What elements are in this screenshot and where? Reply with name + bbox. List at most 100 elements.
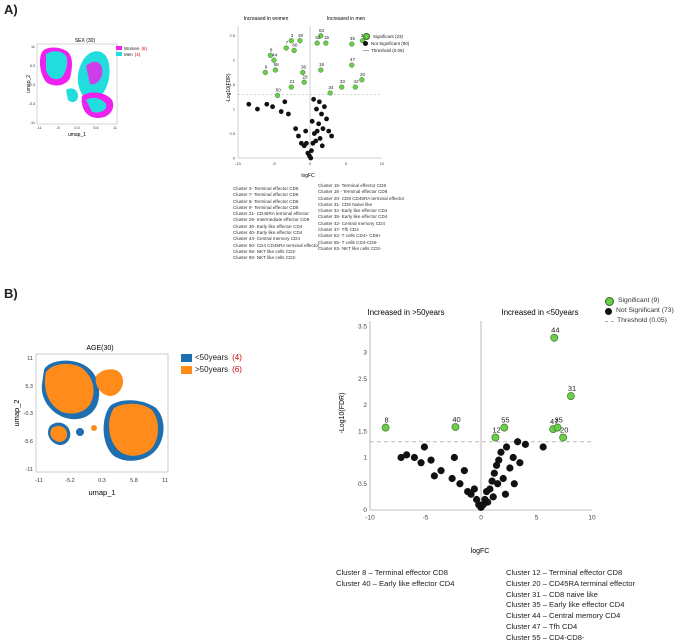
volcano-a-point-label-35: 35 <box>350 36 356 41</box>
umap-b-ytick-2: 5.3 <box>25 384 33 390</box>
volcano-b-point-ns-29 <box>506 464 514 472</box>
volcano-b-header-left: Increased in >50years <box>368 308 445 317</box>
volcano-a-point-sig-33 <box>339 84 345 90</box>
volcano-a-legend-sig: Significant (23) <box>363 33 409 40</box>
volcano-a-point-ns-0 <box>246 101 252 107</box>
umap-b-xtick-4: 5.8 <box>130 478 138 484</box>
cluster-b-right-5: Cluster 47 – Tfh CD4 <box>506 621 578 631</box>
volcano-b-point-label-12: 12 <box>492 425 500 434</box>
panel-b-label: B) <box>4 286 18 301</box>
volcano-a-point-label-33: 33 <box>340 79 346 84</box>
cluster-a-right-6: Cluster 42- Central memory CD4 <box>318 220 385 226</box>
volcano-a-legend: Significant (23) Not Significant (90) Th… <box>363 33 409 54</box>
umap-a-ytick-2: 5.3 <box>30 64 35 68</box>
volcano-a-point-label-20: 20 <box>360 72 366 77</box>
umap-a-cluster-men-3 <box>86 97 107 113</box>
panel-a-cluster-list-right: Cluster 15- Terminal effector CD8 Cluste… <box>318 183 448 252</box>
umap-a-legend: Women (6) Men (4) <box>116 45 147 57</box>
volcano-b-point-ns-28 <box>502 443 511 451</box>
umap-a-men-cells <box>39 47 114 118</box>
volcano-b-point-ns-0 <box>397 453 405 462</box>
volcano-b-point-sig-40 <box>451 423 460 431</box>
panel-b-cluster-list-right: Cluster 12 – Terminal effector CD8 Clust… <box>506 568 684 644</box>
volcano-a-point-sig-3 <box>288 38 294 44</box>
volcano-a-point-sig-47 <box>349 62 355 68</box>
volcano-a-header-right: Increased in men <box>327 16 366 22</box>
volcano-a-xtick-3: 5 <box>345 161 348 166</box>
volcano-a-ytick-4: 2 <box>233 58 236 63</box>
panel-b-cluster-list-left: Cluster 8 – Terminal effector CD8 Cluste… <box>336 568 496 590</box>
umap-b-legend-swatch-old <box>181 366 192 374</box>
cluster-a-right-3: Cluster 31- CD8 Naive like <box>318 201 373 207</box>
umap-a-legend-swatch-men <box>116 52 122 56</box>
cluster-b-left-0: Cluster 8 – Terminal effector CD8 <box>336 568 448 577</box>
umap-a-legend-women: Women (6) <box>116 45 147 51</box>
volcano-a-point-sig-36 <box>300 69 306 76</box>
volcano-a-point-label-63: 63 <box>319 28 325 33</box>
volcano-a-xtick-0: -10 <box>235 161 242 166</box>
volcano-b-point-ns-5 <box>427 456 435 464</box>
volcano-a-point-ns-30 <box>309 118 315 124</box>
panel-a-cluster-list-left: Cluster 3- Terminal effector CD8 Cluster… <box>233 186 353 262</box>
volcano-a-point-sig-58 <box>272 67 279 73</box>
volcano-b-point-label-44: 44 <box>551 326 559 335</box>
cluster-a-left-10: Cluster 58- NKT like cells CD2- <box>233 248 297 254</box>
umap-b-ytick-5: -11 <box>25 467 33 473</box>
volcano-b-point-ns-39 <box>494 480 502 488</box>
volcano-a-point-ns-5 <box>282 99 288 105</box>
umap-b-title: AGE(30) <box>86 345 113 352</box>
umap-a-ytick-4: -5.3 <box>28 102 35 106</box>
volcano-b-point-ns-37 <box>510 480 518 488</box>
volcano-a-xtick-1: -5 <box>272 161 276 166</box>
volcano-b-point-ns-2 <box>410 453 418 462</box>
volcano-a-point-ns-1 <box>255 106 260 112</box>
volcano-b-point-ns-7 <box>437 467 445 475</box>
umap-b-legend-label-old: >50years <box>195 365 229 374</box>
volcano-a-point-ns-25 <box>324 116 329 122</box>
umap-a-xtick-5: 11 <box>113 126 117 130</box>
umap-b-ytick-3: -0.3 <box>24 411 33 417</box>
umap-a-xtick-1: -11 <box>36 126 41 130</box>
volcano-a-point-sig-44 <box>271 57 277 63</box>
cluster-a-right-1: Cluster 18 - Terminal effector CD8 <box>318 189 388 195</box>
volcano-b-ytick-5: 2.5 <box>358 376 367 383</box>
cluster-a-right-2: Cluster 20- CD8 CD45RA terminal effector <box>318 195 405 201</box>
volcano-a-point-ns-2 <box>264 101 270 107</box>
cluster-b-right-2: Cluster 31 – CD8 naive like <box>506 589 599 599</box>
volcano-a-point-ns-15 <box>309 148 314 154</box>
umap-a-title: SEX (30) <box>75 38 96 44</box>
umap-b-ytick-1: 11 <box>27 356 33 362</box>
cluster-b-left-1: Cluster 40 – Early like effector CD4 <box>336 578 455 588</box>
volcano-a-point-sig-21 <box>288 84 294 90</box>
volcano-b-legend-threshold-marker <box>605 320 614 322</box>
umap-b-cluster-old-3 <box>109 403 158 456</box>
umap-b-xtick-3: 0.3 <box>98 478 106 484</box>
volcano-a-point-sig-18 <box>318 67 324 73</box>
umap-a-ytick-5: -11 <box>30 121 35 125</box>
umap-a-cluster-men-1 <box>46 51 68 80</box>
cluster-a-left-5: Cluster 29- Intermediate effector CD8 <box>233 217 310 223</box>
umap-a-xtick-4: 5.6 <box>93 126 98 130</box>
volcano-a-point-ns-31 <box>303 128 309 134</box>
volcano-a-point-ns-29 <box>319 143 325 149</box>
volcano-b-point-ns-11 <box>460 467 468 475</box>
volcano-a-point-ns-20 <box>316 121 322 127</box>
volcano-b: Increased in >50years Increased in <50ye… <box>339 308 596 555</box>
cluster-a-right-4: Cluster 34 -Early like effector CD4 <box>318 208 388 214</box>
volcano-b-point-label-20: 20 <box>560 425 568 434</box>
volcano-b-ytick-3: 1.5 <box>358 428 367 435</box>
volcano-a-point-label-40: 40 <box>298 33 304 38</box>
umap-b-legend-count-young: (4) <box>232 353 242 362</box>
volcano-b-point-ns-9 <box>456 480 464 488</box>
cluster-a-right-9: Cluster 55- T cells CD4-CD8- <box>318 239 378 245</box>
volcano-b-point-label-35: 35 <box>554 415 562 424</box>
volcano-b-point-ns-26 <box>497 448 505 456</box>
volcano-a-point-sig-40 <box>297 38 303 44</box>
volcano-a-point-ns-7 <box>293 126 298 132</box>
cluster-a-left-0: Cluster 3- Terminal effector CD8 <box>233 186 299 191</box>
volcano-a-point-sig-52 <box>314 40 320 46</box>
volcano-a-point-sig-50 <box>274 92 281 99</box>
volcano-b-point-label-47: 47 <box>550 417 558 426</box>
volcano-a-ytick-3: 1.5 <box>229 82 235 87</box>
cluster-a-left-9: Cluster 50- CD4 CD45RA terminal effector <box>233 242 320 248</box>
